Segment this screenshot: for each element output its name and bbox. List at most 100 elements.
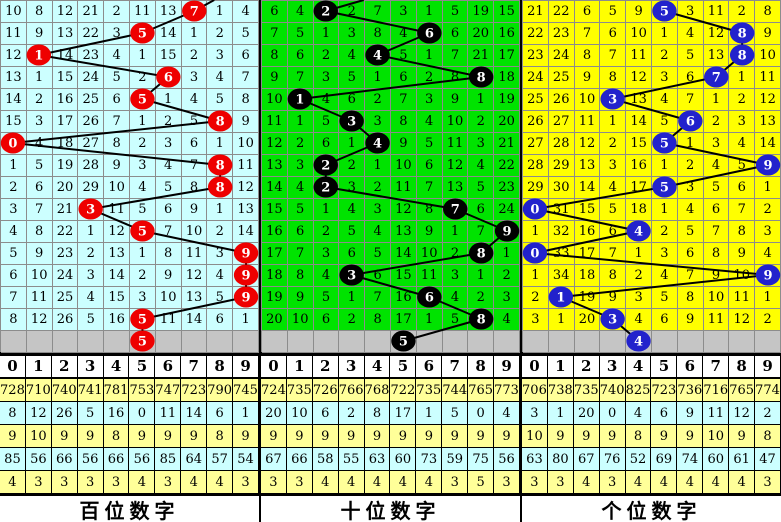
grid-cell: 3: [468, 133, 495, 155]
grid-cell: 11: [574, 111, 601, 133]
grid-cell: [78, 199, 105, 221]
digit-header-cell: 8: [207, 356, 234, 377]
grid-cell: 3: [651, 243, 678, 265]
pending-row-cell: [262, 331, 288, 353]
grid-cell: 9: [416, 221, 443, 243]
grid-cell: 18: [52, 133, 79, 155]
stat-row: 8 12 26 5 16 0 11 14 6 1: [0, 402, 259, 425]
stats-table: 728 710 740 741 781 753 747 723 790 745 8 12 26 5 16 0 1…: [0, 379, 259, 494]
trend-grid-wrap: 21 22 6 5 9 3 11 2 8 22 23 7 6 10 1 4 12 9 23 24 8 7 11 2 5 13 10 2…: [522, 0, 781, 353]
grid-cell: 2: [104, 1, 130, 23]
grid-cell: 10: [233, 133, 259, 155]
grid-cell: 5: [155, 177, 182, 199]
grid-cell: 13: [703, 45, 730, 67]
grid-cell: 22: [52, 221, 79, 243]
digit-header-cell: 6: [155, 356, 182, 377]
stat-cell: 26: [52, 402, 78, 424]
grid-cell: [600, 89, 627, 111]
grid-cell: [233, 243, 259, 265]
stat-cell: 56: [494, 448, 520, 470]
stat-cell: 56: [78, 448, 104, 470]
grid-cell: 3: [26, 111, 53, 133]
trend-grid: 10 8 12 21 2 11 13 1 4 11 9 13 22 3 14 1 2 5 12 14 23 4 1 15 2 3 6…: [0, 0, 259, 353]
grid-cell: 10: [755, 45, 781, 67]
grid-cell: 8: [26, 221, 53, 243]
pending-row-cell: [365, 331, 391, 353]
grid-cell: 12: [104, 221, 130, 243]
grid-cell: 8: [574, 45, 601, 67]
pending-row-cell: [313, 331, 340, 353]
grid-cell: 21: [523, 1, 549, 23]
grid-cell: 5: [181, 111, 208, 133]
stat-cell: 11: [155, 402, 182, 424]
stat-cell: 4: [365, 471, 391, 493]
grid-cell: 4: [287, 1, 314, 23]
grid-cell: 5: [287, 199, 314, 221]
grid-cell: 13: [262, 155, 288, 177]
grid-cell: 20: [494, 111, 520, 133]
grid-cell: [548, 287, 575, 309]
grid-cell: 4: [233, 1, 259, 23]
grid-cell: 5: [313, 287, 340, 309]
stat-cell: 56: [26, 448, 52, 470]
grid-cell: 14: [104, 265, 130, 287]
grid-cell: 9: [600, 287, 627, 309]
grid-cell: 10: [155, 287, 182, 309]
grid-cell: 3: [287, 155, 314, 177]
grid-cell: 6: [339, 243, 366, 265]
grid-cell: 23: [52, 243, 79, 265]
grid-cell: [287, 89, 314, 111]
stat-cell: 723: [651, 379, 678, 401]
grid-cell: 14: [233, 221, 259, 243]
stat-cell: 6: [313, 402, 339, 424]
stat-cell: 85: [155, 448, 182, 470]
grid-cell: 6: [1, 265, 27, 287]
grid-cell: 16: [574, 221, 601, 243]
stat-cell: 9: [729, 425, 756, 447]
stat-cell: 9: [677, 402, 704, 424]
grid-cell: 2: [1, 177, 27, 199]
grid-cell: [155, 67, 182, 89]
grid-cell: 8: [416, 199, 443, 221]
grid-cell: 7: [233, 67, 259, 89]
stats-table: 724 735 726 766 768 722 735 744 765 773 20 10 6 2 8 17 1…: [261, 379, 520, 494]
stat-cell: 1: [233, 402, 259, 424]
grid-cell: 4: [129, 177, 156, 199]
stat-cell: 3: [600, 471, 626, 493]
grid-cell: 25: [52, 287, 79, 309]
stat-cell: 8: [207, 425, 234, 447]
grid-cell: [468, 67, 495, 89]
grid-cell: 4: [207, 67, 234, 89]
grid-cell: 9: [729, 243, 756, 265]
stat-cell: 3: [287, 471, 313, 493]
grid-cell: 9: [390, 133, 417, 155]
grid-cell: 1: [416, 45, 443, 67]
grid-cell: [416, 23, 443, 45]
digit-header-cell: 6: [416, 356, 443, 377]
grid-cell: 6: [181, 133, 208, 155]
pending-row-cell: [729, 331, 756, 353]
stat-row: 728 710 740 741 781 753 747 723 790 745: [0, 379, 259, 402]
grid-cell: [442, 199, 469, 221]
grid-cell: 1: [78, 221, 105, 243]
grid-cell: 8: [181, 177, 208, 199]
grid-cell: 19: [574, 287, 601, 309]
stat-cell: 2: [755, 402, 781, 424]
grid-cell: [523, 243, 549, 265]
grid-cell: 28: [78, 155, 105, 177]
grid-cell: 1: [313, 23, 340, 45]
stat-cell: 9: [129, 425, 156, 447]
grid-cell: 22: [523, 23, 549, 45]
grid-cell: 34: [548, 265, 575, 287]
grid-cell: 4: [339, 45, 366, 67]
stat-cell: 66: [52, 448, 78, 470]
grid-cell: [651, 177, 678, 199]
stat-cell: 76: [600, 448, 626, 470]
grid-cell: 6: [442, 23, 469, 45]
grid-cell: 7: [365, 287, 391, 309]
pending-row-cell: [104, 331, 130, 353]
grid-cell: [600, 309, 627, 331]
grid-cell: 5: [313, 111, 340, 133]
